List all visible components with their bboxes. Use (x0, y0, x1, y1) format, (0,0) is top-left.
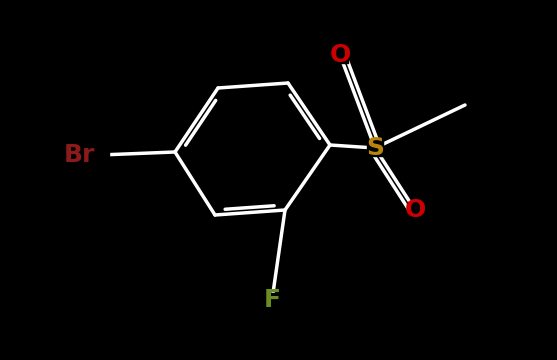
Text: O: O (329, 43, 350, 67)
Bar (367, 140, 383, 156)
Text: S: S (366, 136, 384, 160)
Bar (407, 202, 423, 218)
Text: F: F (263, 288, 281, 312)
Bar (265, 293, 279, 307)
Text: Br: Br (63, 143, 95, 167)
Bar (81, 145, 109, 165)
Bar (332, 47, 348, 63)
Text: O: O (404, 198, 426, 222)
